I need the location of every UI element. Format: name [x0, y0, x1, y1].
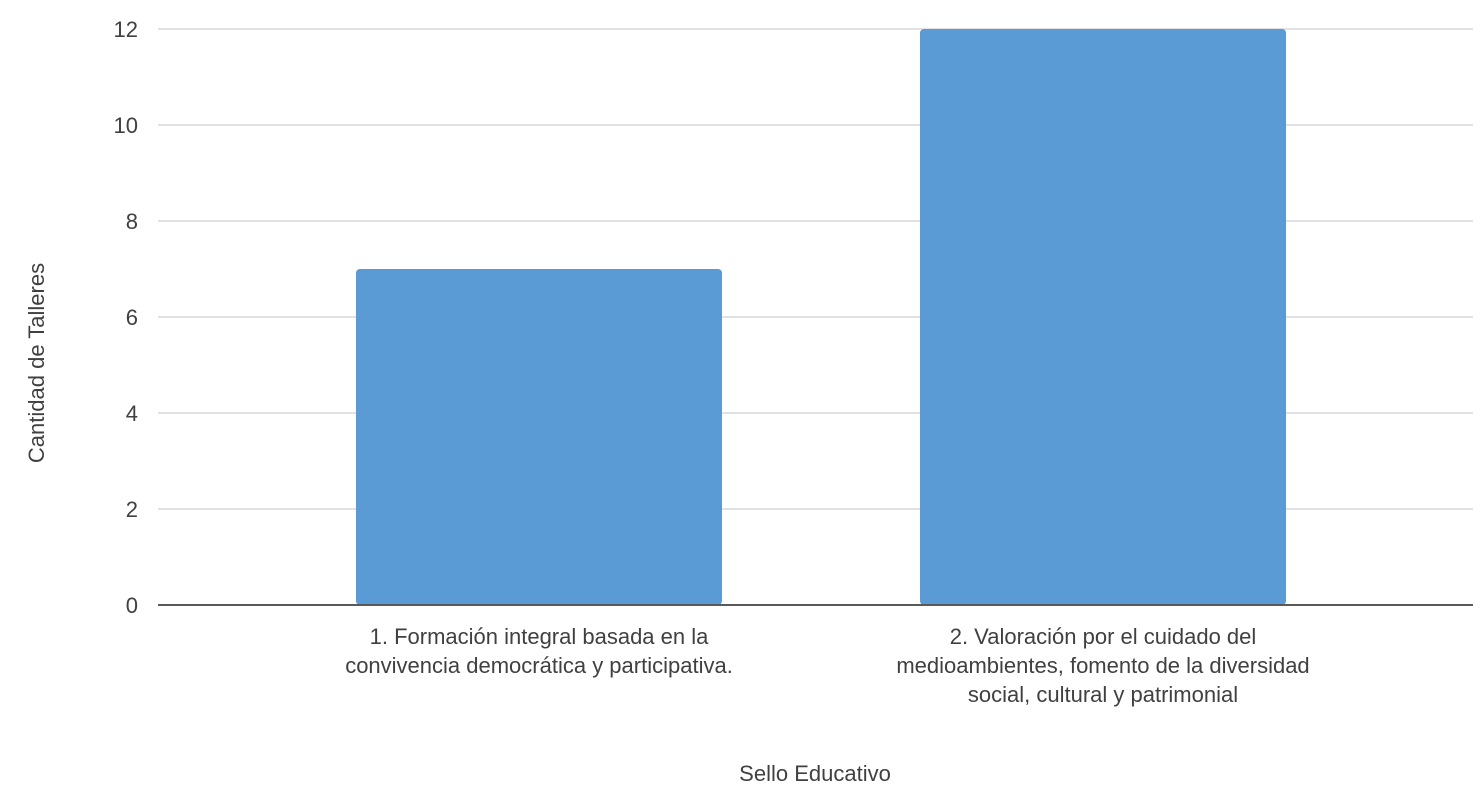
y-tick-label: 0	[126, 593, 138, 618]
y-tick-labels: 0 2 4 6 8 10 12	[114, 17, 138, 618]
y-tick-label: 4	[126, 401, 138, 426]
bars	[356, 29, 1286, 605]
y-tick-label: 10	[114, 113, 138, 138]
bar	[920, 29, 1286, 605]
y-tick-label: 12	[114, 17, 138, 42]
bar	[356, 269, 722, 605]
y-tick-label: 8	[126, 209, 138, 234]
y-axis-title: Cantidad de Talleres	[24, 263, 49, 463]
y-tick-label: 6	[126, 305, 138, 330]
x-category-labels: 1. Formación integral basada en la conviv…	[345, 624, 1309, 707]
x-axis-title: Sello Educativo	[739, 761, 891, 786]
y-tick-label: 2	[126, 497, 138, 522]
x-category-label: 1. Formación integral basada en la conviv…	[345, 624, 733, 678]
x-category-label: 2. Valoración por el cuidado del medioamb…	[896, 624, 1309, 707]
